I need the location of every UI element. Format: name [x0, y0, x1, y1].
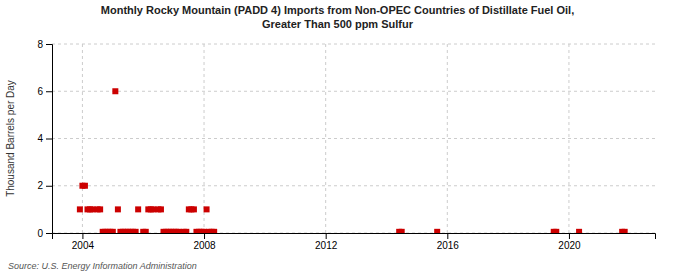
- grid-line-x: [447, 44, 448, 233]
- tick-mark: [326, 233, 327, 239]
- tick: 2012: [315, 233, 338, 251]
- tick: 2016: [437, 233, 460, 251]
- tick-label: 0: [37, 228, 43, 239]
- tick-label: 2016: [437, 240, 460, 251]
- y-axis: 0 2 4 6 8: [37, 39, 52, 239]
- grid-line-y: [52, 91, 655, 92]
- point: [553, 229, 559, 233]
- tick: 0: [37, 228, 52, 239]
- grid-line-x: [82, 44, 83, 233]
- tick-mark: [46, 44, 52, 45]
- title: Monthly Rocky Mountain (PADD 4) Imports …: [101, 4, 574, 16]
- tick-label: 4: [37, 133, 43, 144]
- tick-label: 6: [37, 86, 43, 97]
- y-axis-title: Thousand Barrels per Day: [5, 80, 16, 197]
- axis-line: [53, 234, 656, 240]
- tick-mark: [82, 233, 83, 239]
- point: [77, 206, 83, 212]
- point: [211, 229, 217, 233]
- point: [622, 229, 628, 233]
- tick-mark: [569, 233, 570, 239]
- point: [133, 229, 139, 233]
- point: [110, 229, 116, 233]
- tick: 4: [37, 133, 52, 144]
- tick-mark: [447, 233, 448, 239]
- tick: 2008: [193, 233, 216, 251]
- point: [143, 229, 149, 233]
- annotation: Source: U.S. Energy Information Administ…: [8, 261, 197, 271]
- point: [115, 206, 121, 212]
- point: [399, 229, 405, 233]
- tick-label: 2012: [315, 240, 338, 251]
- plot: 2004 2008 2012 2016 2020 0 2 4 6 8: [37, 39, 655, 251]
- point: [191, 206, 197, 212]
- point: [112, 88, 118, 94]
- point: [204, 206, 210, 212]
- tick: 2004: [72, 233, 95, 251]
- tick-mark: [46, 233, 52, 234]
- title-group: Monthly Rocky Mountain (PADD 4) Imports …: [101, 4, 574, 30]
- grid-line-y: [52, 44, 655, 45]
- point: [183, 229, 189, 233]
- tick: 8: [37, 39, 52, 50]
- tick-label: 2: [37, 180, 43, 191]
- tick-mark: [46, 186, 52, 187]
- grid-line-y: [52, 138, 655, 139]
- point: [97, 206, 103, 212]
- grid-line-x: [204, 44, 205, 233]
- tick-label: 8: [37, 39, 43, 50]
- grid: [52, 44, 655, 233]
- tick: 2: [37, 180, 52, 191]
- point: [158, 206, 164, 212]
- grid-line-x: [325, 44, 326, 233]
- tick-mark: [46, 91, 52, 92]
- tick-label: 2020: [558, 240, 581, 251]
- chart: Monthly Rocky Mountain (PADD 4) Imports …: [0, 0, 675, 275]
- x-axis: 2004 2008 2012 2016 2020: [53, 233, 656, 251]
- point: [576, 229, 582, 233]
- tick-mark: [204, 233, 205, 239]
- grid-line-x: [568, 44, 569, 233]
- tick: 6: [37, 86, 52, 97]
- axis-line: [46, 45, 53, 234]
- tick-label: 2004: [72, 240, 95, 251]
- tick-label: 2008: [193, 240, 216, 251]
- tick: 2020: [558, 233, 581, 251]
- grid-line-y: [52, 185, 655, 186]
- marks: [77, 88, 628, 233]
- point: [434, 229, 440, 233]
- point: [135, 206, 141, 212]
- point: [82, 183, 88, 189]
- subtitle: Greater Than 500 ppm Sulfur: [262, 18, 414, 30]
- tick-mark: [46, 139, 52, 140]
